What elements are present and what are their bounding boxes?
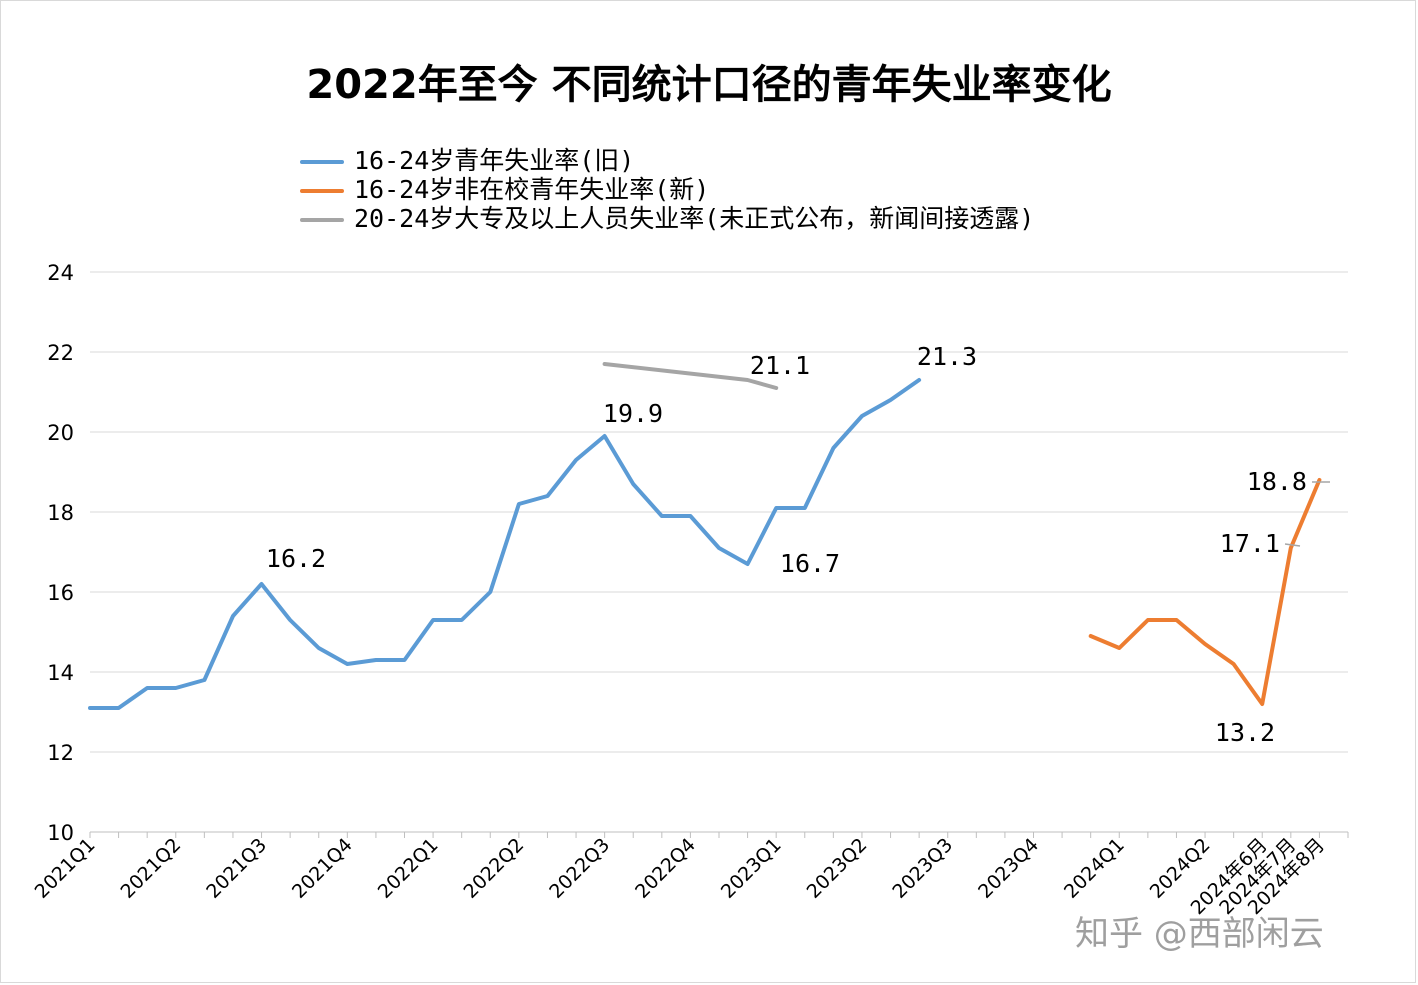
legend-swatch-graduate-rate bbox=[300, 218, 344, 222]
legend-item-old-rate: 16-24岁青年失业率(旧) bbox=[300, 146, 1034, 175]
x-tick-label: 2021Q4 bbox=[288, 834, 357, 903]
series-line-new-rate bbox=[1088, 478, 1322, 706]
series-line-old-rate bbox=[88, 378, 922, 710]
x-tick-label: 2021Q3 bbox=[202, 834, 271, 903]
x-tick-label: 2021Q2 bbox=[116, 834, 185, 903]
legend-swatch-new-rate bbox=[300, 189, 344, 193]
legend-swatch-old-rate bbox=[300, 160, 344, 164]
series-line-graduate-rate bbox=[602, 362, 779, 390]
x-tick-label: 2022Q4 bbox=[631, 834, 700, 903]
data-label: 19.9 bbox=[603, 399, 663, 428]
y-tick-label-10: 10 bbox=[47, 821, 74, 845]
y-tick-label-24: 24 bbox=[47, 261, 74, 285]
y-tick-label-16: 16 bbox=[47, 581, 74, 605]
legend-label-old-rate: 16-24岁青年失业率(旧) bbox=[354, 146, 635, 175]
legend-item-new-rate: 16-24岁非在校青年失业率(新) bbox=[300, 175, 1034, 204]
data-label: 16.2 bbox=[266, 544, 326, 573]
x-tick-label: 2022Q2 bbox=[460, 834, 529, 903]
y-tick-label-22: 22 bbox=[47, 341, 74, 365]
x-tick-label: 2023Q1 bbox=[717, 834, 786, 903]
watermark: 知乎 @西部闲云 bbox=[1075, 914, 1324, 954]
data-label: 17.1 bbox=[1220, 529, 1280, 558]
leader-line bbox=[1284, 543, 1301, 547]
x-tick-label: 2022Q1 bbox=[374, 834, 443, 903]
x-tick-label: 2022Q3 bbox=[545, 834, 614, 903]
y-tick-label-20: 20 bbox=[47, 421, 74, 445]
y-tick-label-18: 18 bbox=[47, 501, 74, 525]
data-label: 21.1 bbox=[750, 351, 810, 380]
legend-item-graduate-rate: 20-24岁大专及以上人员失业率(未正式公布，新闻间接透露) bbox=[300, 204, 1034, 233]
x-tick-label: 2023Q4 bbox=[974, 834, 1043, 903]
y-tick-label-12: 12 bbox=[47, 741, 74, 765]
chart-title: 2022年至今 不同统计口径的青年失业率变化 bbox=[306, 62, 1112, 108]
data-label: 16.7 bbox=[780, 549, 840, 578]
data-label: 18.8 bbox=[1247, 467, 1307, 496]
x-tick-label: 2024Q1 bbox=[1060, 834, 1129, 903]
data-label: 13.2 bbox=[1215, 718, 1275, 747]
data-label: 21.3 bbox=[917, 342, 977, 371]
legend-label-new-rate: 16-24岁非在校青年失业率(新) bbox=[354, 175, 710, 204]
y-tick-label-14: 14 bbox=[47, 661, 74, 685]
x-tick-label: 2023Q2 bbox=[803, 834, 872, 903]
legend-label-graduate-rate: 20-24岁大专及以上人员失业率(未正式公布，新闻间接透露) bbox=[354, 204, 1035, 233]
legend: 16-24岁青年失业率(旧) 16-24岁非在校青年失业率(新) 20-24岁大… bbox=[300, 146, 1034, 233]
x-tick-label: 2023Q3 bbox=[888, 834, 957, 903]
